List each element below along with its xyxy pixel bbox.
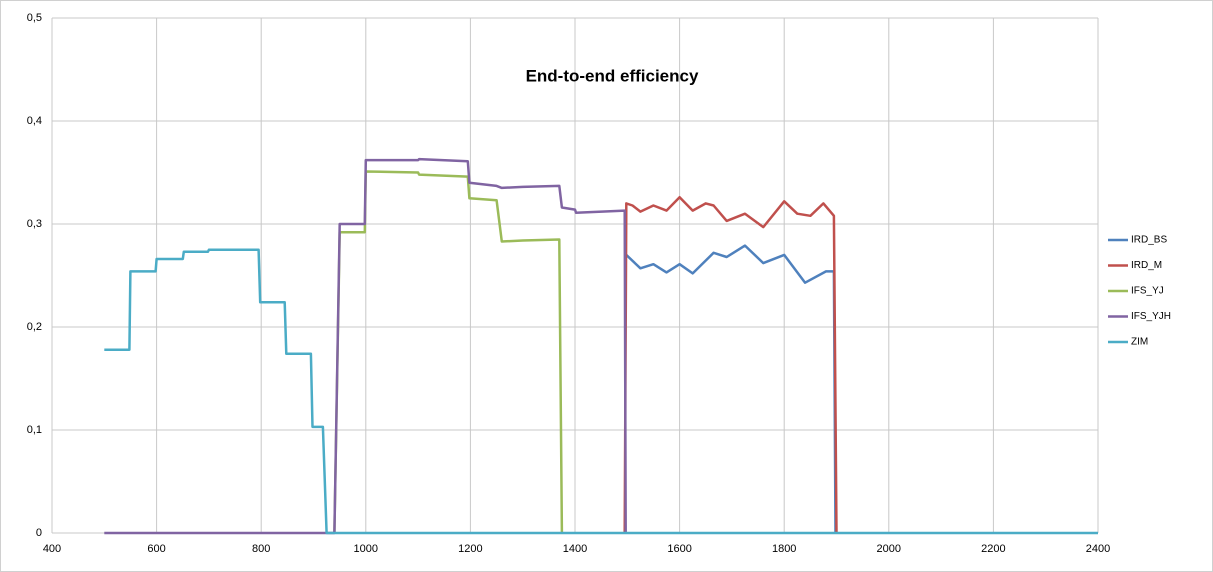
series-line — [625, 244, 837, 534]
series-line — [104, 248, 1098, 535]
grid — [51, 17, 1099, 534]
x-tick-label: 1400 — [563, 543, 587, 555]
y-tick-label: 0 — [36, 527, 42, 539]
series-line — [104, 157, 627, 535]
legend-label: IFS_YJ — [1131, 286, 1164, 297]
x-tick-label: 800 — [252, 543, 270, 555]
x-tick-label: 1000 — [354, 543, 378, 555]
legend-label: IRD_M — [1131, 260, 1162, 271]
labels: 0 0,1 0,2 0,3 0,4 0,5 400 600 800 1000 1200 1400 160… — [27, 12, 1171, 555]
x-tick-label: 1200 — [458, 543, 482, 555]
x-tick-label: 1800 — [772, 543, 796, 555]
x-tick-label: 2200 — [981, 543, 1005, 555]
y-tick-label: 0,1 — [27, 424, 42, 436]
legend-label: ZIM — [1131, 337, 1148, 348]
x-tick-label: 400 — [43, 543, 61, 555]
x-tick-label: 600 — [147, 543, 165, 555]
legend-label: IFS_YJH — [1131, 311, 1171, 322]
x-tick-label: 2000 — [877, 543, 901, 555]
y-tick-label: 0,3 — [27, 218, 42, 230]
y-tick-label: 0,4 — [27, 115, 42, 127]
lines — [104, 157, 1098, 535]
legend-label: IRD_BS — [1131, 235, 1167, 246]
x-tick-label: 1600 — [667, 543, 691, 555]
y-tick-label: 0,2 — [27, 321, 42, 333]
y-tick-label: 0,5 — [27, 12, 42, 24]
series-line — [623, 195, 838, 534]
chart-title: End-to-end efficiency — [526, 66, 699, 85]
x-tick-label: 2400 — [1086, 543, 1110, 555]
